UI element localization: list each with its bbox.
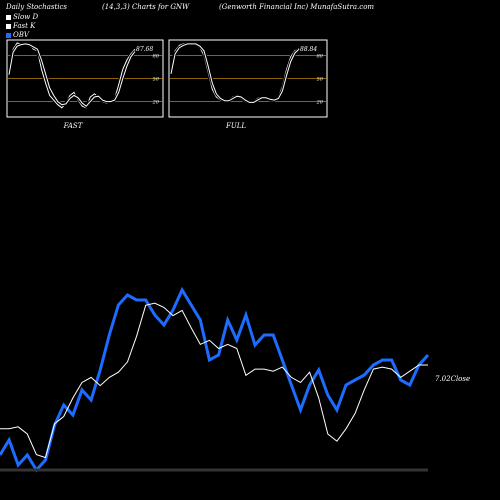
- fast-series-slow-d: [8, 43, 136, 107]
- fast-last-value-label: 87.68: [136, 46, 153, 53]
- full-tick-label-50: 50: [317, 77, 324, 83]
- chart-header-title: (14,3,3) Charts for GNW: [102, 3, 190, 11]
- legend-item-fast-k: Fast K: [6, 22, 35, 30]
- fast-tick-label-50: 50: [153, 77, 160, 83]
- full-last-value-label: 88.84: [300, 46, 317, 53]
- legend-swatch-obv: [6, 33, 11, 38]
- full-series-slow-d: [170, 43, 300, 103]
- legend-label-obv: OBV: [13, 31, 29, 39]
- fast-tick-label-20: 20: [152, 100, 160, 106]
- chart-header-left: Daily Stochastics: [6, 3, 68, 11]
- chart-header-source: (Genworth Financial Inc) MunafaSutra.com: [219, 3, 375, 11]
- legend-item-slow-d: Slow D: [6, 13, 38, 21]
- close-last-value-label: 7.02Close: [435, 375, 470, 383]
- fast-panel-title: FAST: [63, 122, 84, 130]
- legend-label-slow-d: Slow D: [13, 13, 39, 21]
- obv-line: [0, 286, 430, 473]
- full-tick-label-20: 20: [316, 100, 324, 106]
- fast-tick-label-80: 80: [153, 53, 160, 59]
- legend-swatch-slow-d: [6, 15, 11, 20]
- legend-item-obv: OBV: [6, 31, 29, 39]
- full-panel-title: FULL: [225, 122, 246, 130]
- legend-swatch-fast-k: [6, 24, 11, 29]
- legend-label-fast-k: Fast K: [13, 22, 36, 30]
- close-price-line: [0, 302, 428, 459]
- full-tick-label-80: 80: [317, 53, 324, 59]
